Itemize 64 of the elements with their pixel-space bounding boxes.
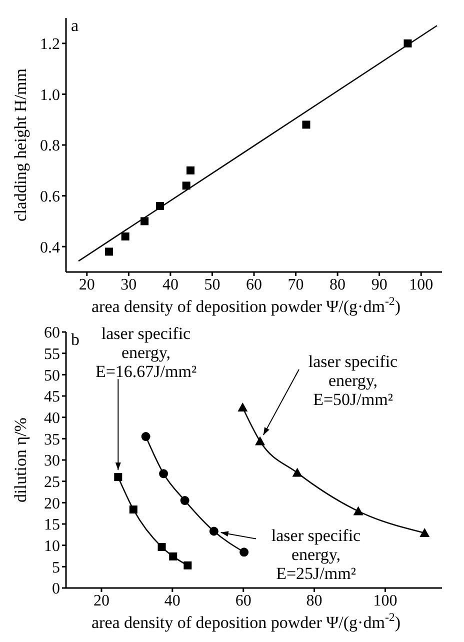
x-tick-label: 80 [330, 276, 346, 294]
point [255, 436, 266, 446]
y-tick-label: 55 [44, 346, 60, 364]
y-tick-label: 40 [44, 410, 60, 428]
y-tick-label: 0 [52, 580, 60, 598]
annotation: a [71, 16, 79, 36]
x-tick-label: 50 [204, 276, 220, 294]
point [302, 120, 310, 129]
x-tick-label: 100 [373, 592, 398, 610]
point [182, 182, 190, 190]
x-tick-label: 40 [162, 276, 178, 294]
point [209, 526, 218, 536]
x-tick-label: 60 [235, 592, 252, 610]
point [404, 39, 412, 48]
x-axis-title: area density of deposition powder Ψ/(g·dm$^{-2}$) [91, 610, 401, 632]
y-tick-label: 25 [44, 474, 60, 492]
y-tick-label: 0.4 [40, 239, 60, 256]
point [158, 543, 166, 552]
point [420, 528, 430, 537]
x-tick-label: 80 [306, 592, 322, 610]
point [169, 552, 178, 560]
x-tick-label: 60 [246, 276, 262, 294]
y-tick-label: 15 [44, 516, 60, 534]
annotation: b [71, 330, 80, 350]
y-tick-label: 1.0 [40, 86, 60, 104]
x-tick-label: 20 [78, 276, 95, 294]
point [141, 432, 150, 442]
y-tick-label: 0.6 [40, 188, 60, 206]
x-tick-label: 70 [288, 276, 304, 294]
y-tick-label: 50 [44, 367, 60, 384]
point [105, 248, 114, 256]
point [240, 548, 249, 557]
y-tick-label: 45 [44, 388, 60, 406]
point [186, 166, 194, 174]
x-tick-label: 90 [371, 276, 388, 294]
legend-label: laser specific energy, E=25J/mm² [270, 526, 362, 583]
text: laser specific energy, E=50J/mm² [307, 352, 399, 409]
y-axis-title: cladding height H/mm [11, 68, 30, 222]
text: laser specific energy, E=16.67J/mm² [94, 324, 198, 381]
point [129, 505, 138, 514]
y-tick-label: 10 [44, 538, 60, 556]
point [184, 561, 192, 570]
point [156, 202, 164, 210]
point [292, 468, 302, 477]
x-tick-label: 20 [93, 592, 110, 610]
y-tick-label: 60 [44, 324, 60, 342]
y-tick-label: 20 [44, 495, 60, 512]
y-axis-title: dilution η/% [11, 418, 30, 502]
y-tick-label: 0.8 [40, 138, 60, 155]
point [121, 232, 130, 240]
x-tick-label: 100 [409, 276, 434, 294]
x-tick-label: 30 [120, 276, 137, 294]
point [114, 473, 122, 482]
point [353, 506, 364, 516]
x-axis-title: area density of deposition powder Ψ/(g·dm$^{-2}$) [91, 294, 401, 316]
y-tick-label: 35 [44, 431, 60, 448]
point [180, 496, 190, 506]
point [159, 469, 168, 478]
y-tick-label: 1.2 [40, 36, 60, 54]
point [140, 217, 149, 226]
x-tick-label: 40 [164, 592, 180, 610]
y-tick-label: 30 [44, 452, 60, 470]
point [238, 402, 248, 412]
y-tick-label: 5 [52, 559, 60, 576]
